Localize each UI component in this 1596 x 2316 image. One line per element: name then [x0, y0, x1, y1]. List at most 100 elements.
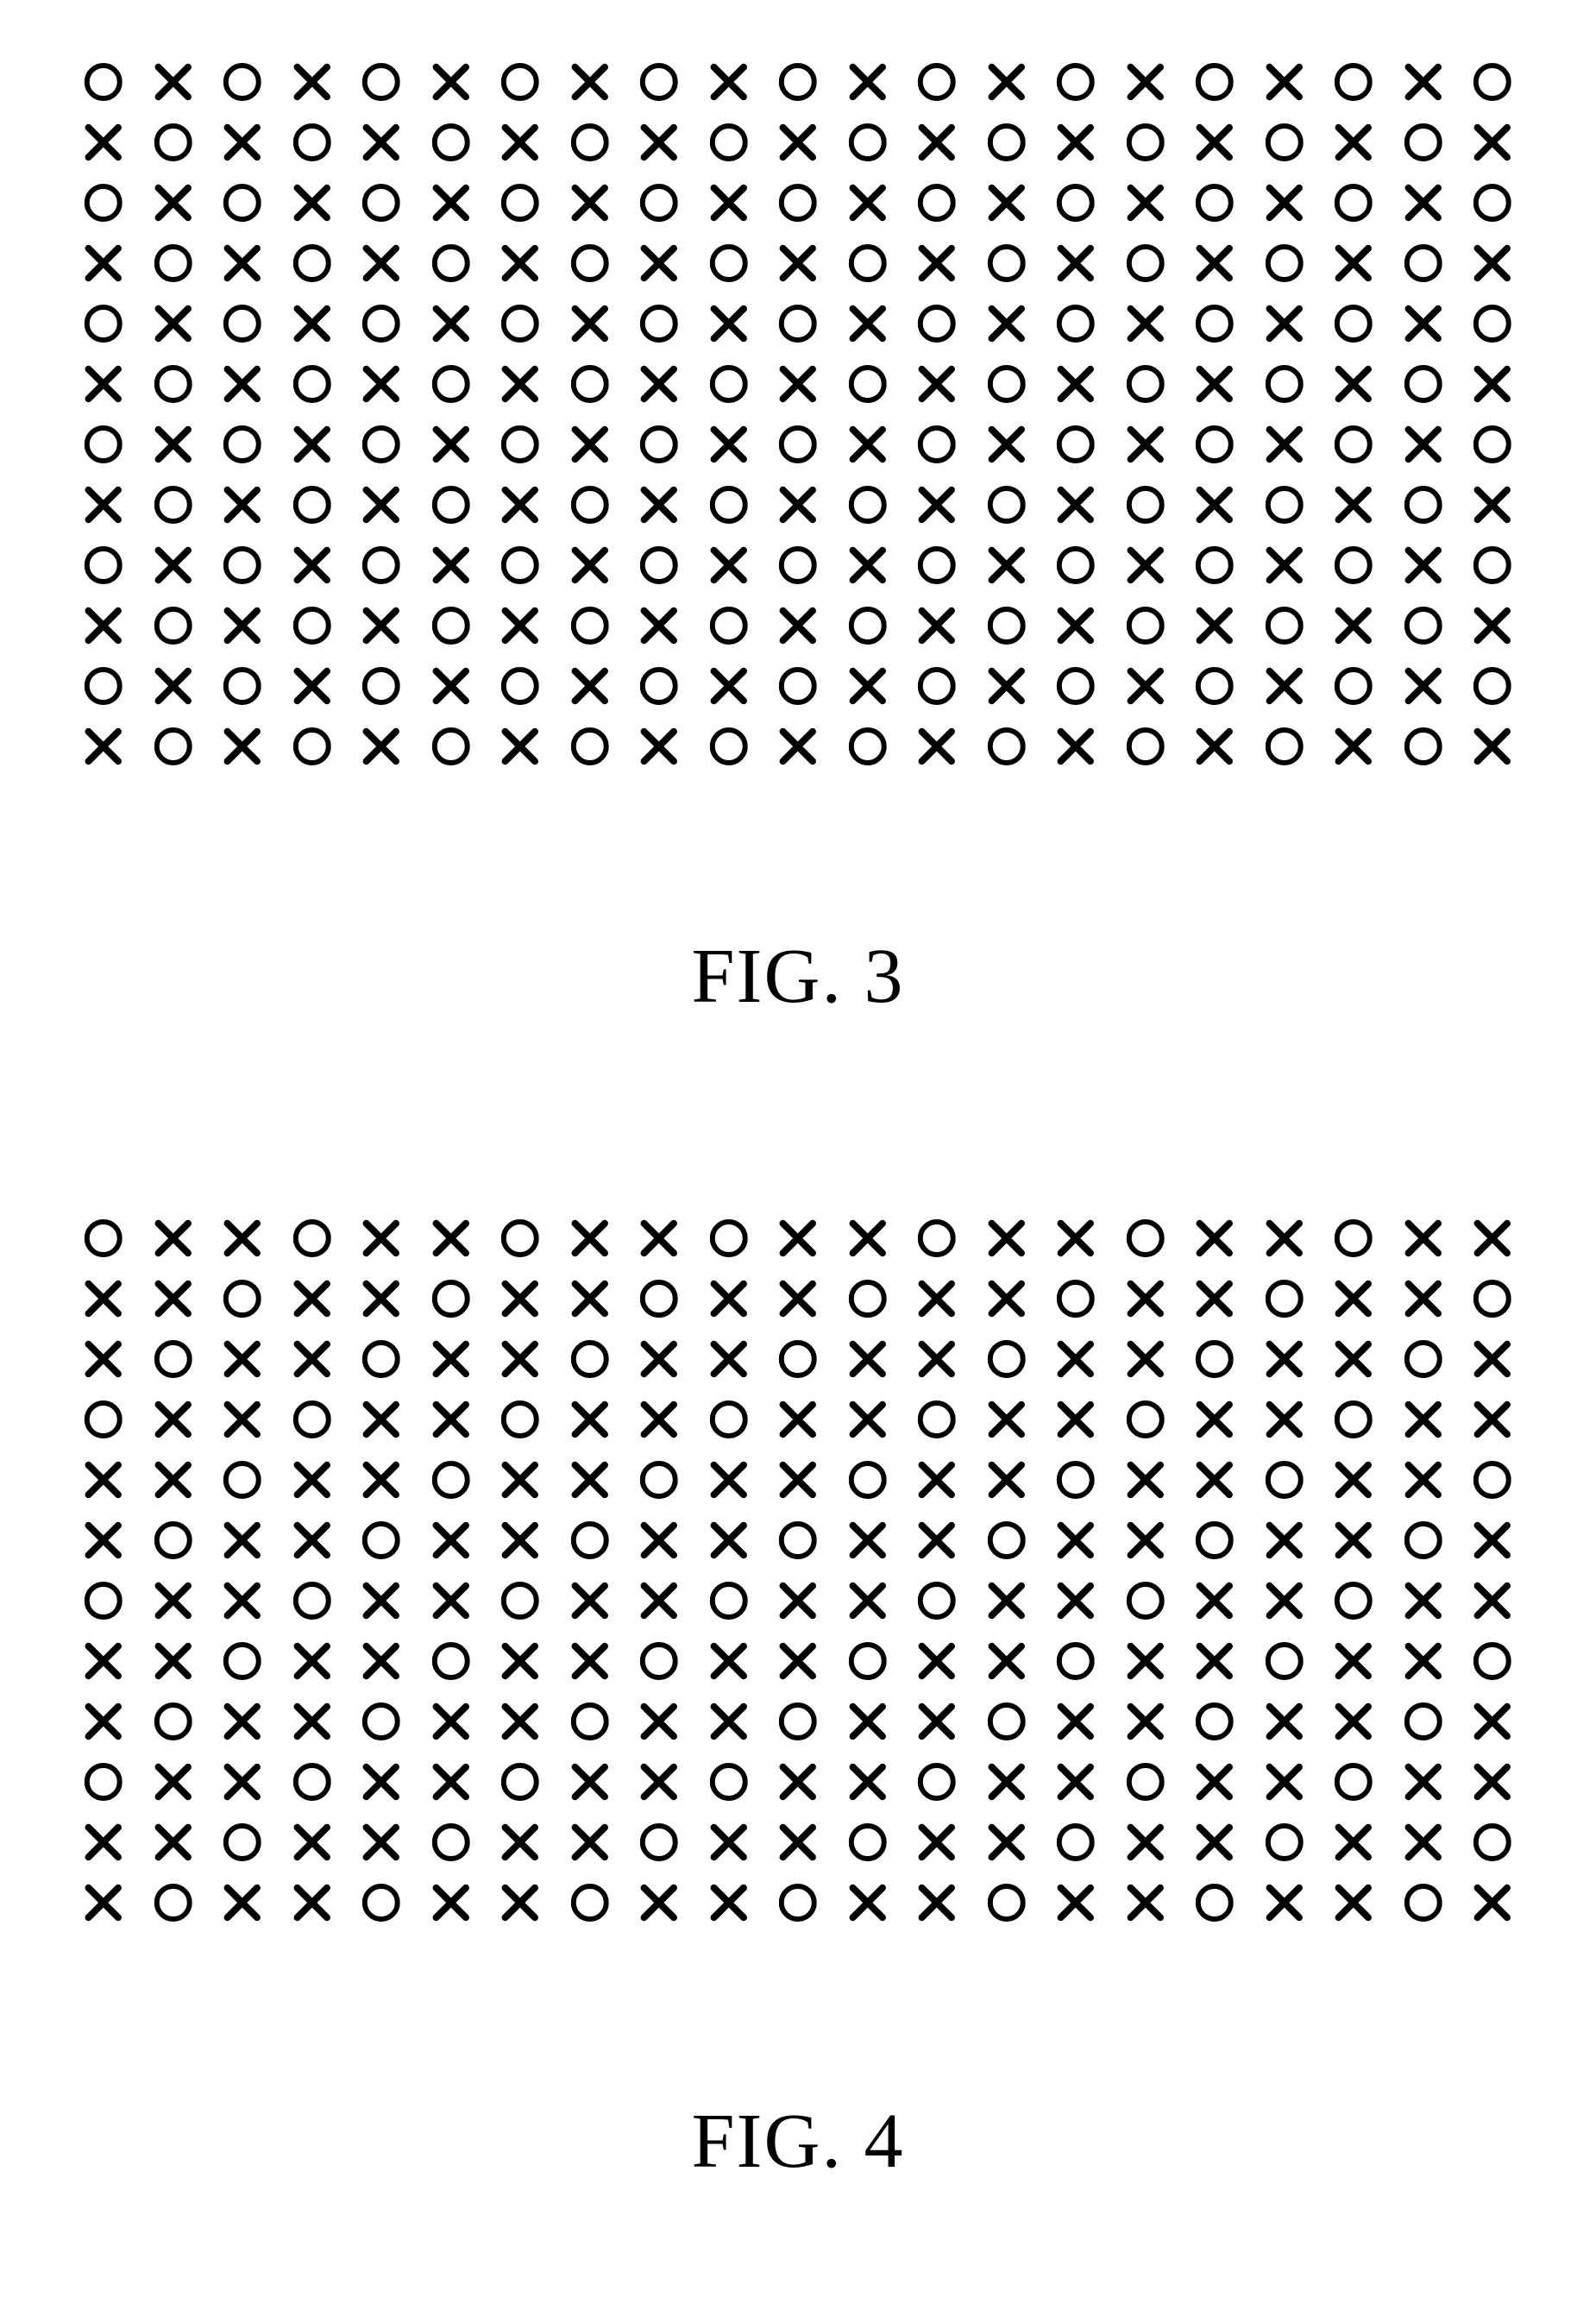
circle-marker	[432, 1823, 470, 1861]
cross-marker	[710, 305, 748, 343]
circle-marker	[154, 1884, 192, 1922]
circle-marker	[1404, 1340, 1442, 1378]
circle-marker	[710, 1582, 748, 1620]
cross-marker	[640, 486, 678, 524]
cross-marker	[1057, 1702, 1095, 1740]
cross-marker	[779, 1461, 817, 1499]
cross-marker	[1404, 1461, 1442, 1499]
cross-marker	[1057, 727, 1095, 765]
cross-marker	[362, 1642, 400, 1680]
cross-marker	[362, 1763, 400, 1801]
cross-marker	[918, 1280, 956, 1318]
cross-marker	[710, 184, 748, 222]
cross-marker	[293, 1702, 331, 1740]
cross-marker	[710, 1280, 748, 1318]
circle-marker	[779, 425, 817, 463]
circle-marker	[1335, 425, 1373, 463]
cross-marker	[640, 1340, 678, 1378]
circle-marker	[362, 1702, 400, 1740]
cross-marker	[1266, 667, 1304, 705]
cross-marker	[988, 1461, 1026, 1499]
fig4-grid	[69, 1208, 1528, 1933]
cross-marker	[1196, 1461, 1234, 1499]
circle-marker	[1335, 546, 1373, 584]
cross-marker	[640, 1400, 678, 1438]
cross-marker	[154, 546, 192, 584]
circle-marker	[640, 1823, 678, 1861]
cross-marker	[918, 1884, 956, 1922]
circle-marker	[849, 123, 887, 161]
circle-marker	[640, 1461, 678, 1499]
cross-marker	[1057, 1521, 1095, 1559]
cross-marker	[362, 486, 400, 524]
cross-marker	[293, 1280, 331, 1318]
cross-marker	[988, 63, 1026, 101]
cross-marker	[1127, 425, 1165, 463]
cross-marker	[1266, 546, 1304, 584]
cross-marker	[1127, 184, 1165, 222]
circle-marker	[918, 63, 956, 101]
circle-marker	[640, 184, 678, 222]
cross-marker	[1266, 1582, 1304, 1620]
cross-marker	[640, 1884, 678, 1922]
cross-marker	[223, 1884, 261, 1922]
cross-marker	[1473, 1521, 1511, 1559]
cross-marker	[293, 1823, 331, 1861]
circle-marker	[988, 607, 1026, 645]
circle-marker	[1404, 486, 1442, 524]
circle-marker	[154, 1340, 192, 1378]
cross-marker	[501, 1884, 539, 1922]
cross-marker	[988, 1642, 1026, 1680]
circle-marker	[571, 244, 609, 282]
circle-marker	[293, 607, 331, 645]
cross-marker	[432, 1702, 470, 1740]
cross-marker	[988, 1400, 1026, 1438]
circle-marker	[779, 667, 817, 705]
cross-marker	[501, 1340, 539, 1378]
circle-marker	[362, 63, 400, 101]
cross-marker	[85, 607, 123, 645]
cross-marker	[223, 607, 261, 645]
cross-marker	[1196, 1582, 1234, 1620]
cross-marker	[779, 607, 817, 645]
circle-marker	[501, 1400, 539, 1438]
cross-marker	[779, 1280, 817, 1318]
cross-marker	[988, 1582, 1026, 1620]
cross-marker	[432, 546, 470, 584]
cross-marker	[85, 1340, 123, 1378]
circle-marker	[1057, 1461, 1095, 1499]
cross-marker	[362, 1582, 400, 1620]
cross-marker	[1335, 607, 1373, 645]
circle-marker	[85, 184, 123, 222]
cross-marker	[85, 244, 123, 282]
cross-marker	[918, 365, 956, 403]
cross-marker	[918, 486, 956, 524]
cross-marker	[293, 63, 331, 101]
circle-marker	[1196, 1702, 1234, 1740]
cross-marker	[1266, 1884, 1304, 1922]
cross-marker	[1266, 1340, 1304, 1378]
cross-marker	[1404, 425, 1442, 463]
cross-marker	[918, 1642, 956, 1680]
cross-marker	[1057, 486, 1095, 524]
circle-marker	[293, 123, 331, 161]
circle-marker	[501, 425, 539, 463]
cross-marker	[154, 1582, 192, 1620]
circle-marker	[918, 305, 956, 343]
circle-marker	[1127, 1582, 1165, 1620]
cross-marker	[1335, 1884, 1373, 1922]
cross-marker	[1057, 607, 1095, 645]
circle-marker	[1057, 63, 1095, 101]
circle-marker	[223, 1823, 261, 1861]
cross-marker	[223, 1521, 261, 1559]
circle-marker	[1196, 425, 1234, 463]
cross-marker	[1473, 365, 1511, 403]
cross-marker	[1404, 667, 1442, 705]
cross-marker	[779, 1763, 817, 1801]
cross-marker	[849, 1400, 887, 1438]
cross-marker	[918, 1521, 956, 1559]
cross-marker	[85, 1884, 123, 1922]
circle-marker	[1473, 667, 1511, 705]
cross-marker	[1266, 1400, 1304, 1438]
cross-marker	[223, 244, 261, 282]
